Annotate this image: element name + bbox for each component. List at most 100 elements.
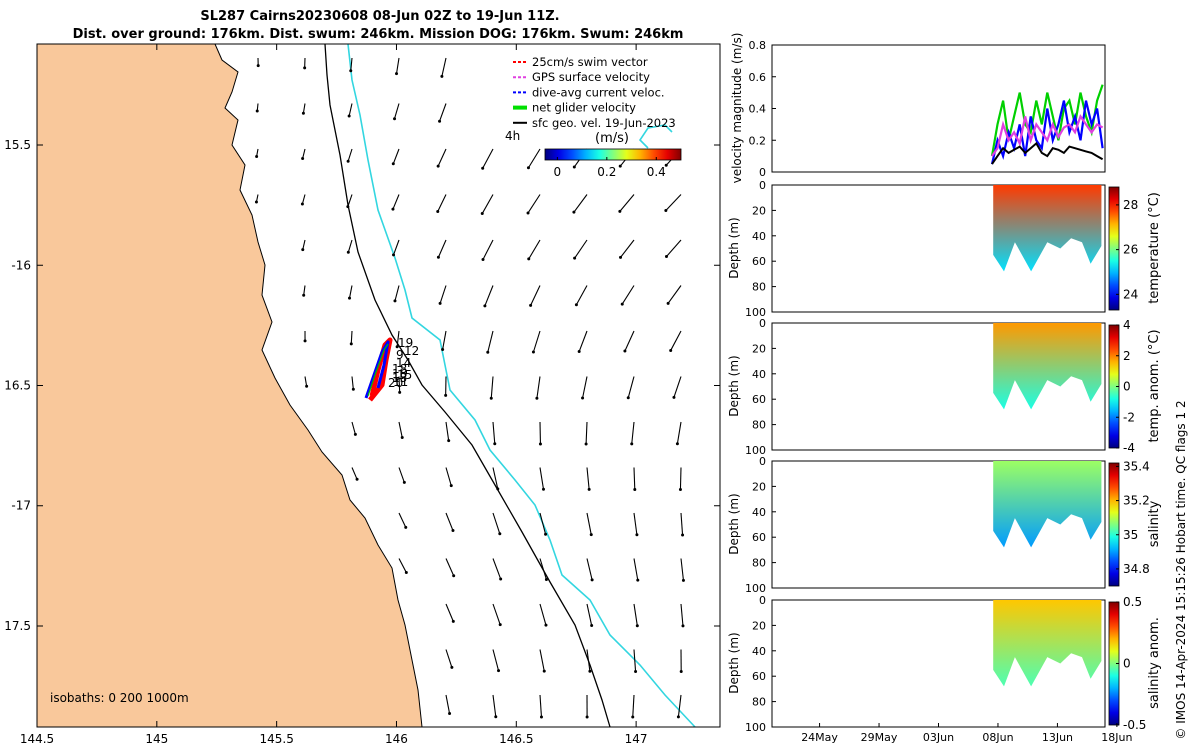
map-panel: SL287 Cairns20230608 08-Jun 02Z to 19-Ju… [4, 9, 721, 746]
temp-anomaly-ylabel: Depth (m) [727, 355, 741, 416]
geo-vector-head [681, 533, 685, 537]
isobath-1000m [347, 43, 696, 728]
geo-vector [492, 694, 497, 717]
geo-vector-head [346, 205, 350, 209]
geo-vector [539, 603, 547, 626]
geo-vector-head [669, 348, 673, 352]
geo-vector-head [301, 157, 305, 161]
geo-vector-head [544, 623, 548, 627]
depth-ytick-label: 40 [752, 230, 766, 243]
geo-vector-head [590, 624, 594, 628]
velocity-ytick-label: 0.2 [749, 134, 767, 147]
geo-vector-head [494, 715, 498, 719]
geo-vector [492, 467, 499, 489]
glider-day-label: 13 [392, 371, 407, 385]
depth-colorbar [1108, 186, 1120, 311]
geo-vector [492, 649, 500, 671]
geo-vector-head [400, 436, 404, 440]
depth-ytick-label: 20 [752, 619, 766, 632]
geo-vector [348, 103, 353, 117]
geo-vector-head [448, 712, 452, 716]
geo-vector-head [497, 669, 501, 673]
glider-day-label: 19 [398, 336, 413, 350]
geo-vector [348, 285, 353, 299]
geo-vector-head [301, 248, 305, 252]
temperature-ylabel: Depth (m) [727, 217, 741, 278]
depth-section-fill [993, 185, 1102, 272]
depth-ytick-label: 0 [759, 317, 766, 330]
geo-vector-head [438, 301, 442, 305]
geo-vector-head [300, 202, 304, 206]
geo-vector [536, 376, 541, 399]
date-tick-label: 03Jun [923, 731, 954, 744]
geo-vector [492, 421, 496, 444]
geo-vector-head [449, 484, 453, 488]
temperature-panel: Depth (m) temperature (°C) 0 20 40 60 80 100 2… [727, 179, 1162, 319]
geo-vector [398, 558, 407, 573]
geo-vector-head [626, 396, 630, 400]
geo-vector-head [486, 350, 490, 354]
salinity-anomaly-ylabel: Depth (m) [727, 632, 741, 693]
geo-vector [574, 239, 588, 259]
geo-vector-head [346, 250, 350, 254]
legend-entry: 25cm/s swim vector [532, 55, 648, 69]
geo-vector-head [355, 477, 359, 481]
geo-vector [492, 558, 502, 580]
geo-vector-head [256, 64, 260, 68]
map-subtitle: Dist. over ground: 176km. Dist. swum: 24… [73, 27, 684, 42]
depth-ytick-label: 60 [752, 393, 766, 406]
depth-colorbar-label: 2 [1123, 349, 1131, 363]
velocity-series-line [991, 141, 1104, 165]
geo-vector-head [303, 339, 307, 343]
geo-vector-head [526, 211, 530, 215]
geo-vector-head [450, 665, 454, 669]
geo-vector [350, 330, 353, 344]
geo-vector-head [498, 623, 502, 627]
geo-vector [532, 330, 541, 353]
map-colorbar: 0 0.2 0.4 [544, 148, 682, 179]
map-ytick-label: 15.5 [4, 138, 31, 152]
geo-vector [302, 148, 306, 159]
geo-vector-head [587, 487, 591, 491]
depth-colorbar-label: 35.2 [1123, 494, 1150, 508]
isobath-label: isobaths: 0 200 1000m [50, 691, 189, 705]
geo-vector-head [393, 117, 397, 121]
geo-vector-head [395, 345, 399, 349]
geo-vector-head [302, 293, 306, 297]
geo-vector [667, 285, 682, 304]
map-axes: 144.5 145 145.5 146 146.5 147 15.5 -16 16.5 -17 17… [4, 44, 720, 746]
depth-colorbar-label: 26 [1123, 243, 1138, 257]
geo-vector-head [634, 669, 638, 673]
geostrophic-vectors [254, 57, 685, 719]
salinity-ylabel: Depth (m) [727, 493, 741, 554]
geo-vector [482, 239, 494, 260]
velocity-ylabel: velocity magnitude (m/s) [730, 33, 744, 184]
date-tick-label: 13Jun [1042, 731, 1073, 744]
geo-vector [676, 421, 682, 444]
geo-vector-head [493, 442, 497, 446]
geo-vector [439, 285, 447, 304]
glider-track [364, 337, 393, 402]
geo-vector-head [346, 159, 350, 163]
geo-vector [586, 467, 590, 490]
geo-vector-head [581, 396, 585, 400]
depth-ytick-label: 40 [752, 506, 766, 519]
geo-vector [482, 148, 494, 169]
geo-vector [492, 603, 501, 625]
geo-vector [677, 694, 682, 717]
geo-vector-head [489, 396, 493, 400]
depth-colorbar-label: 0 [1123, 380, 1131, 394]
geo-vector-head [451, 529, 455, 533]
geo-vector [439, 103, 447, 122]
map-xtick-label: 145.5 [259, 732, 293, 746]
geo-vector [631, 421, 635, 444]
geo-vector [527, 194, 541, 214]
geo-vector [492, 512, 501, 534]
depth-colorbar-label: 35.4 [1123, 459, 1150, 473]
colorbar-unit: (m/s) [595, 131, 629, 146]
depth-ytick-label: 60 [752, 670, 766, 683]
geo-vector-head [664, 255, 668, 259]
depth-ytick-label: 0 [759, 594, 766, 607]
